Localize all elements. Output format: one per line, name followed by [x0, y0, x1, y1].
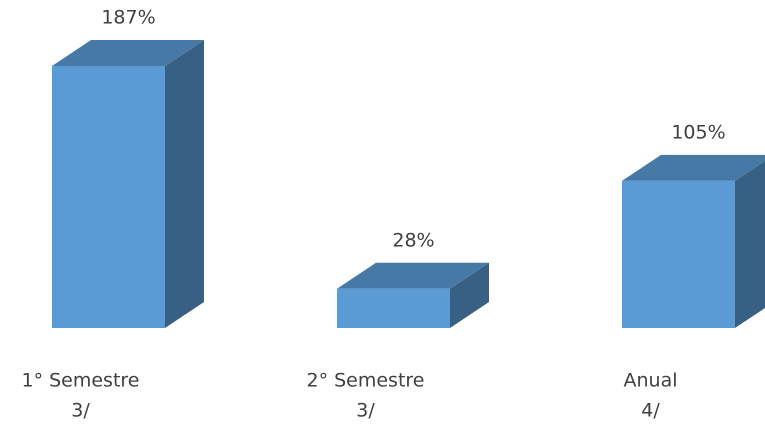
bar-top	[337, 262, 489, 289]
bar-top	[52, 40, 204, 67]
bar-front	[622, 180, 735, 328]
bar	[337, 262, 489, 328]
x-tick-label: 2° Semestre	[306, 370, 424, 392]
data-label: 187%	[101, 7, 155, 29]
x-tick-label: Anual	[623, 370, 677, 392]
bar-top	[622, 154, 765, 181]
bar	[52, 40, 204, 328]
bar-side	[165, 40, 204, 328]
x-tick-label: 3/	[356, 400, 375, 422]
x-tick-label: 3/	[71, 400, 90, 422]
bar	[622, 154, 765, 328]
data-label: 105%	[671, 121, 725, 143]
x-tick-label: 1° Semestre	[21, 370, 139, 392]
data-label: 28%	[392, 229, 434, 251]
x-tick-label: 4/	[641, 400, 660, 422]
bar-side	[450, 262, 489, 328]
bar-front	[52, 66, 165, 328]
bar-side	[735, 160, 765, 328]
bar-front	[337, 288, 450, 328]
